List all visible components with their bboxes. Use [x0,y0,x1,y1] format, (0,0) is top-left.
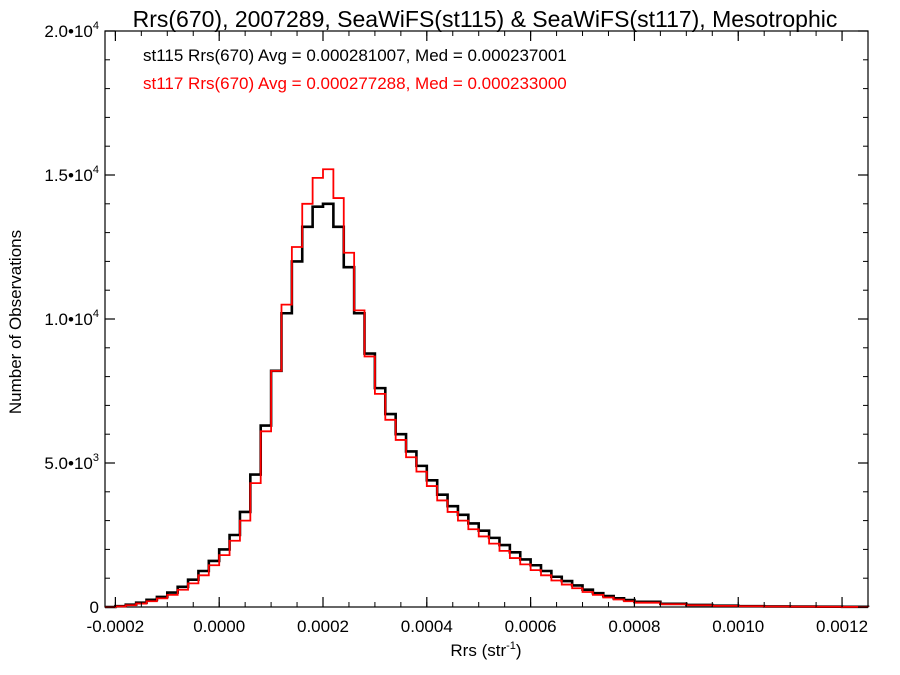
x-tick-label: -0.0002 [87,617,145,636]
x-tick-label: 0.0004 [401,617,453,636]
x-tick-label: 0.0000 [193,617,245,636]
y-tick-label: 0 [90,598,99,617]
x-tick-label: 0.0010 [712,617,764,636]
x-tick-label: 0.0012 [816,617,868,636]
series-line-st115 [105,202,870,609]
chart-title: Rrs(670), 2007289, SeaWiFS(st115) & SeaW… [133,6,838,32]
x-axis: -0.0002 0.0000 0.0002 0.0004 0.0006 0.0008 0.0… [87,31,869,636]
y-axis-title: Number of Observations [6,230,25,414]
legend-entry: st117 Rrs(670) Avg = 0.000277288, Med = … [143,74,567,93]
y-tick-label: 5.0•103 [44,452,99,473]
x-tick-label: 0.0008 [608,617,660,636]
y-tick-label: 1.5•104 [44,164,99,185]
x-axis-title-sup: -1 [506,640,516,652]
y-axis: 0 5.0•103 1.0•104 1.5•104 2.0•104 [44,20,868,617]
plot-area-border [104,30,869,608]
y-tick-label: 2.0•104 [44,20,99,41]
y-tick-label: 1.0•104 [44,308,99,329]
plot-frame [104,30,869,608]
x-tick-label: 0.0006 [505,617,557,636]
x-axis-title-end: ) [516,641,522,660]
series-layer [105,168,870,609]
series-line-st117 [105,168,869,608]
x-tick-label: 0.0002 [297,617,349,636]
x-axis-title: Rrs (str-1) [450,640,521,660]
x-axis-title-main: Rrs (str [450,641,506,660]
legend: st115 Rrs(670) Avg = 0.000281007, Med = … [143,46,567,93]
legend-entry: st115 Rrs(670) Avg = 0.000281007, Med = … [143,46,567,65]
